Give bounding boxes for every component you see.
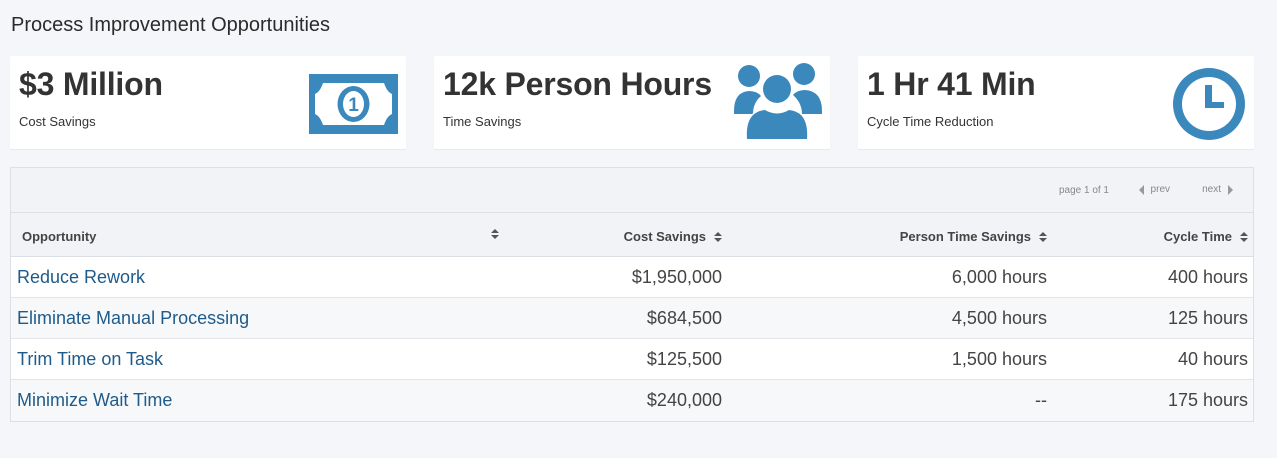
person-time-cell: 4,500 hours [951, 308, 1047, 328]
clock-icon [1172, 67, 1246, 146]
column-header-label: Cycle Time [1163, 229, 1232, 244]
opportunities-table-panel: page 1 of 1 prev next Opportunity Cost S… [10, 167, 1254, 422]
opportunity-link[interactable]: Reduce Rework [17, 267, 146, 287]
opportunity-link[interactable]: Trim Time on Task [17, 349, 164, 369]
column-header-cost-savings[interactable]: Cost Savings [624, 229, 722, 244]
person-time-cell: 1,500 hours [951, 349, 1047, 369]
column-header-opportunity[interactable]: Opportunity [22, 229, 96, 244]
page-info: page 1 of 1 [1058, 185, 1109, 196]
sort-icon [1240, 231, 1248, 242]
sort-opportunity-icon[interactable] [491, 229, 499, 239]
cycle-time-cell: 125 hours [1167, 308, 1248, 328]
cycle-time-card: 1 Hr 41 Min Cycle Time Reduction [858, 56, 1254, 149]
cycle-time-cell: 400 hours [1167, 267, 1248, 287]
table-row: Minimize Wait Time $240,000 -- 175 hours [11, 380, 1253, 421]
cost-savings-cell: $684,500 [646, 308, 722, 328]
opportunity-link[interactable]: Minimize Wait Time [17, 390, 173, 410]
sort-icon [714, 231, 722, 242]
cost-savings-cell: $240,000 [646, 390, 722, 410]
person-time-cell: 6,000 hours [951, 267, 1047, 287]
cycle-time-cell: 175 hours [1167, 390, 1248, 410]
cost-savings-label: Cost Savings [19, 114, 96, 129]
users-icon [733, 59, 823, 148]
svg-text:1: 1 [348, 95, 359, 116]
money-bill-icon: 1 [309, 74, 398, 139]
cost-savings-card: $3 Million Cost Savings 1 [10, 56, 406, 149]
person-time-cell: -- [1035, 390, 1047, 410]
cycle-time-label: Cycle Time Reduction [867, 114, 994, 129]
column-header-cycle-time[interactable]: Cycle Time [1164, 229, 1248, 244]
next-button[interactable]: next [1202, 184, 1233, 195]
table-row: Reduce Rework $1,950,000 6,000 hours 400… [11, 257, 1253, 298]
cost-savings-cell: $125,500 [646, 349, 722, 369]
next-label: next [1202, 184, 1221, 195]
table-header: Opportunity Cost Savings Person Time Sav… [11, 213, 1253, 257]
page-title: Process Improvement Opportunities [11, 14, 331, 36]
time-savings-label: Time Savings [443, 114, 522, 129]
column-header-label: Person Time Savings [899, 229, 1031, 244]
cycle-time-cell: 40 hours [1177, 349, 1248, 369]
cost-savings-cell: $1,950,000 [631, 267, 722, 287]
column-header-label: Cost Savings [623, 229, 706, 244]
prev-label: prev [1150, 184, 1170, 195]
chevron-right-icon [1228, 184, 1233, 195]
time-savings-value: 12k Person Hours [443, 66, 712, 102]
column-header-label: Opportunity [22, 229, 97, 244]
time-savings-card: 12k Person Hours Time Savings [434, 56, 830, 149]
table-row: Eliminate Manual Processing $684,500 4,5… [11, 298, 1253, 339]
prev-button[interactable]: prev [1138, 184, 1170, 195]
table-row: Trim Time on Task $125,500 1,500 hours 4… [11, 339, 1253, 380]
pagination-bar: page 1 of 1 prev next [11, 168, 1253, 213]
column-header-person-time-savings[interactable]: Person Time Savings [900, 229, 1047, 244]
opportunity-link[interactable]: Eliminate Manual Processing [17, 308, 250, 328]
cycle-time-value: 1 Hr 41 Min [867, 66, 1036, 102]
chevron-left-icon [1138, 184, 1144, 195]
cost-savings-value: $3 Million [19, 66, 163, 102]
sort-icon [1039, 231, 1047, 242]
